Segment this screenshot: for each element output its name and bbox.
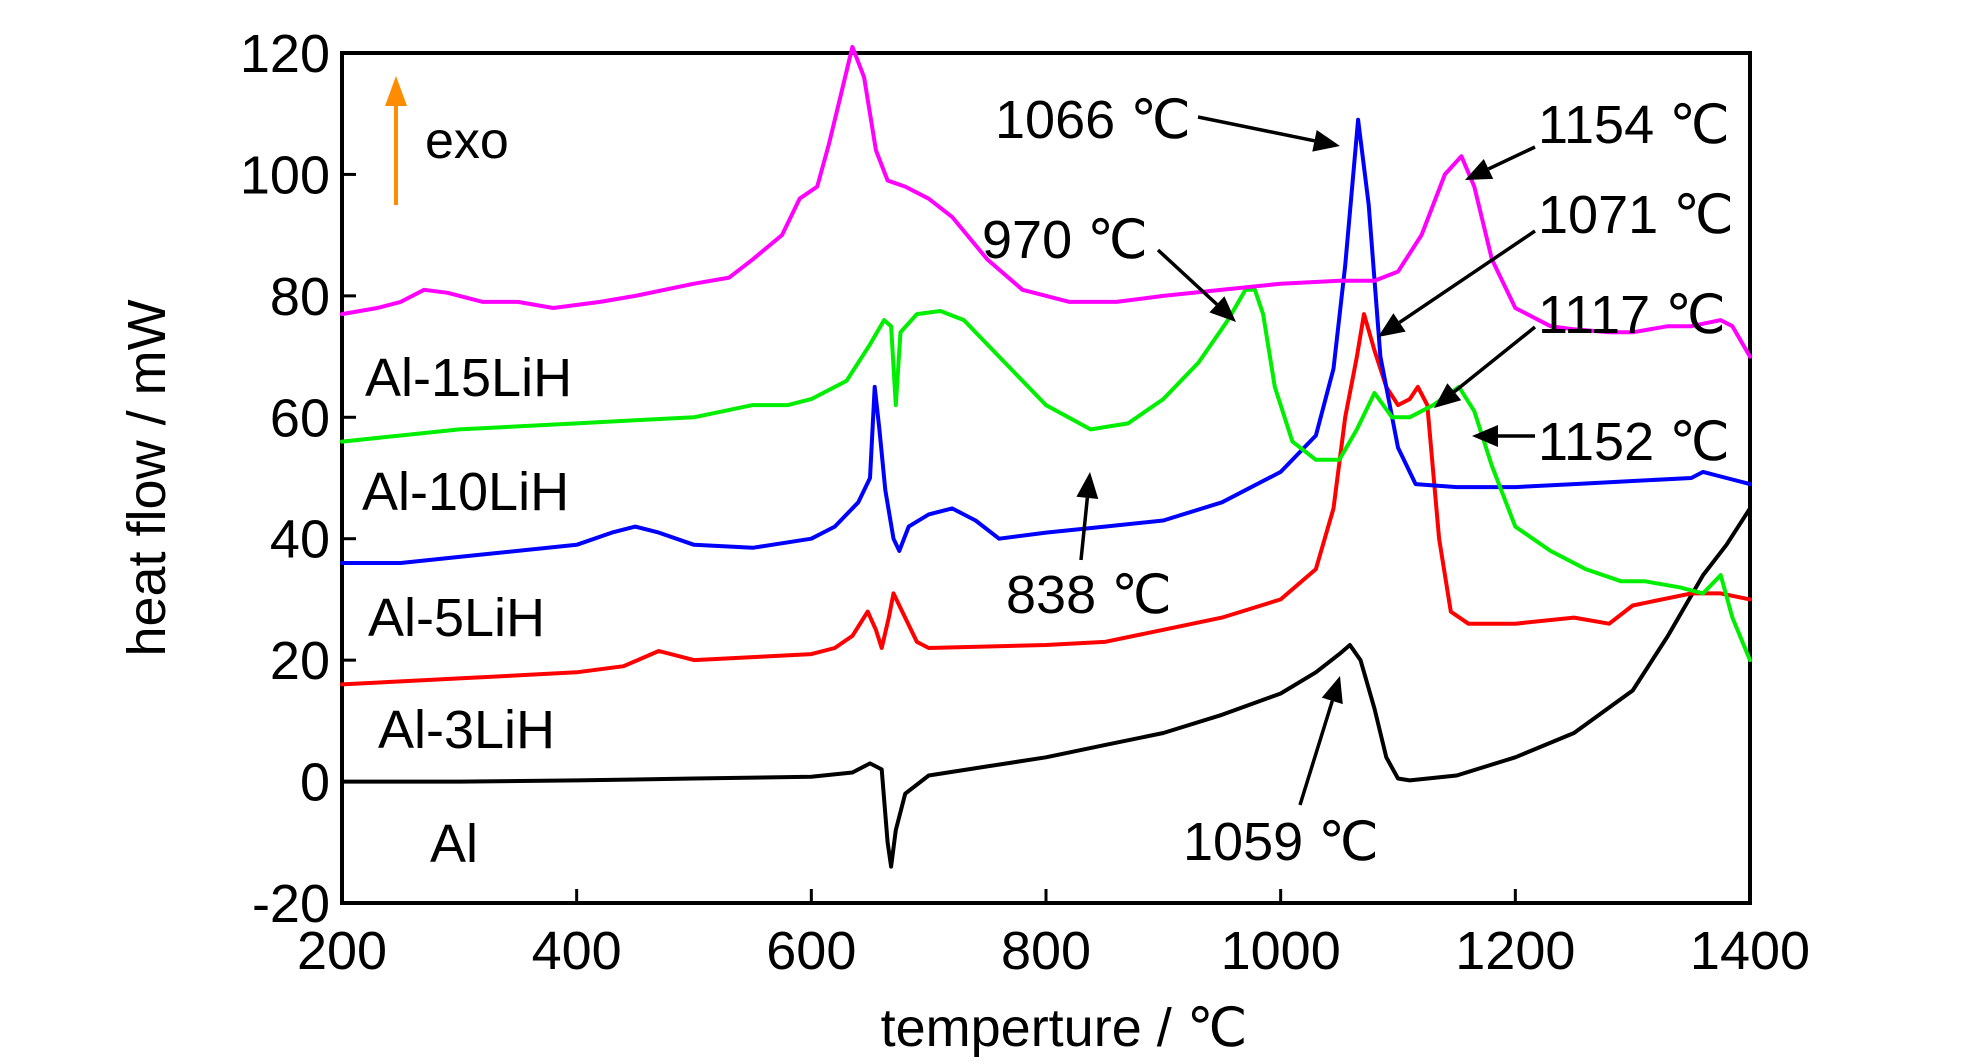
series-label-al-3lih: Al-3LiH: [378, 700, 555, 760]
peak-arrow: [1156, 248, 1219, 306]
y-tick-label: 80: [270, 267, 330, 327]
series-label-al: Al: [430, 814, 478, 874]
y-axis: 120 100 80 60 40 20 0 -20: [240, 24, 356, 934]
series-line-al-3lih: [340, 312, 1752, 687]
peak-arrow: [1398, 229, 1536, 324]
exo-label: exo: [425, 112, 509, 170]
exo-arrow-head: [385, 76, 407, 106]
y-tick-label: 60: [270, 388, 330, 448]
y-tick-label: 120: [240, 24, 330, 84]
series-line-al-10lih: [340, 287, 1752, 663]
series-line-al: [340, 506, 1752, 869]
x-tick-label: 1400: [1690, 921, 1810, 981]
peak-arrow: [1453, 325, 1537, 394]
x-tick-label: 400: [532, 921, 622, 981]
peak-annotation-label: 1071 ℃: [1538, 185, 1734, 245]
peak-arrow-head: [1312, 130, 1340, 152]
peak-arrow-head: [1321, 676, 1343, 705]
peak-annotation-label: 1117 ℃: [1538, 285, 1726, 345]
series-line-al-15lih: [340, 44, 1752, 359]
series-label-al-5lih: Al-5LiH: [368, 588, 545, 648]
x-tick-label: 600: [766, 921, 856, 981]
peak-annotation-label: 970 ℃: [982, 210, 1148, 270]
peak-arrow-head: [1434, 383, 1462, 408]
y-tick-label: 20: [270, 631, 330, 691]
peak-arrow-head: [1209, 296, 1236, 322]
series-label-al-10lih: Al-10LiH: [362, 462, 569, 522]
y-tick-label: 40: [270, 510, 330, 570]
x-tick-label: 1200: [1455, 921, 1575, 981]
series-label-al-15lih: Al-15LiH: [365, 348, 572, 408]
peak-arrow-head: [1076, 472, 1099, 499]
peak-annotation-label: 1066 ℃: [995, 90, 1191, 150]
series-layer: [340, 44, 1752, 869]
series-labels: Al-15LiH Al-10LiH Al-5LiH Al-3LiH Al: [362, 348, 572, 874]
peak-annotation-label: 1154 ℃: [1538, 95, 1730, 155]
x-axis-label: temperture / ℃: [881, 998, 1248, 1058]
peak-arrow: [1079, 497, 1090, 561]
peak-arrow: [1487, 145, 1536, 171]
y-tick-label: 100: [240, 145, 330, 205]
annotation-layer: 1066 ℃ 1154 ℃ 970 ℃ 1071 ℃ 1117 ℃ 1152 ℃ 838 ℃…: [982, 90, 1734, 872]
y-tick-label: 0: [300, 753, 330, 813]
x-tick-label: 1000: [1221, 921, 1341, 981]
peak-arrow-head: [1378, 313, 1406, 337]
peak-annotation-label: 1059 ℃: [1183, 812, 1379, 872]
peak-arrow: [1197, 115, 1315, 143]
peak-arrow: [1298, 700, 1334, 806]
peak-arrow-head: [1465, 159, 1494, 180]
x-axis: 200 400 600 800 1000 1200 1400: [297, 889, 1810, 981]
exo-indicator: exo: [385, 76, 509, 205]
series-line-al-5lih: [340, 117, 1752, 565]
peak-annotation-label: 838 ℃: [1006, 565, 1172, 625]
y-tick-label: -20: [252, 874, 330, 934]
x-tick-label: 800: [1001, 921, 1091, 981]
peak-annotation-label: 1152 ℃: [1538, 412, 1730, 472]
peak-arrow-head: [1472, 425, 1498, 447]
x-tick-label: 200: [297, 921, 387, 981]
y-axis-label: heat flow / mW: [117, 299, 177, 656]
